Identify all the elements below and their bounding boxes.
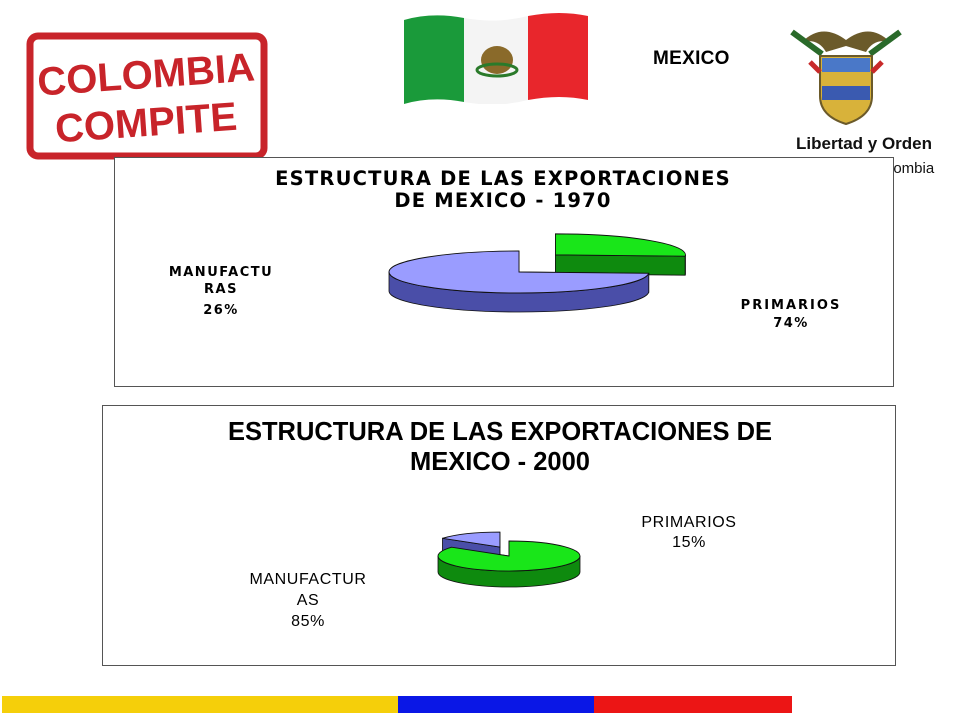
- chart-1970-title-line-2: DE MEXICO - 1970: [394, 189, 611, 212]
- stripe-yellow: [2, 696, 398, 713]
- label-primarios-1970-name: PRIMARIOS: [741, 298, 842, 313]
- chart-2000-title-line-2: MEXICO - 2000: [410, 448, 590, 476]
- chart-panel-1970: ESTRUCTURA DE LAS EXPORTACIONES DE MEXIC…: [114, 157, 894, 387]
- chart-2000-title-line-1: ESTRUCTURA DE LAS EXPORTACIONES DE: [228, 418, 772, 446]
- chart-panel-2000: ESTRUCTURA DE LAS EXPORTACIONES DE MEXIC…: [102, 405, 896, 666]
- stripe-red: [594, 696, 792, 713]
- label-manufacturas-2000-line-1: MANUFACTUR: [249, 571, 366, 588]
- stripe-blue: [398, 696, 594, 713]
- label-primarios-2000-name: PRIMARIOS: [641, 514, 736, 531]
- colombia-compite-stamp: COLOMBIA COMPITE: [26, 32, 268, 160]
- slice-manufacturas: [437, 540, 581, 572]
- pie-chart-1970: ESTRUCTURA DE LAS EXPORTACIONES DE MEXIC…: [169, 167, 842, 331]
- label-manufacturas-2000-line-2: AS: [297, 592, 320, 609]
- slice-primarios: [442, 531, 501, 548]
- country-title: MEXICO: [653, 48, 730, 69]
- colombia-coat-of-arms-icon: [790, 29, 902, 126]
- crest-motto: Libertad y Orden: [796, 134, 933, 153]
- slice-manufacturas: [554, 233, 686, 257]
- chart-1970-title-line-1: ESTRUCTURA DE LAS EXPORTACIONES: [275, 167, 731, 190]
- label-manufacturas-1970-value: 26%: [203, 303, 239, 318]
- slice-primarios: [388, 250, 650, 294]
- label-primarios-2000-value: 15%: [672, 534, 706, 551]
- crest-country-label: lombia: [890, 160, 935, 177]
- stamp-line-2: COMPITE: [54, 95, 239, 152]
- label-manufacturas-1970-line-2: RAS: [204, 282, 238, 297]
- label-manufacturas-2000-value: 85%: [291, 613, 325, 630]
- pie-chart-2000: ESTRUCTURA DE LAS EXPORTACIONES DE MEXIC…: [228, 418, 772, 630]
- label-primarios-1970-value: 74%: [773, 316, 809, 331]
- label-manufacturas-1970-line-1: MANUFACTU: [169, 265, 273, 280]
- mexico-flag-icon: [404, 13, 588, 104]
